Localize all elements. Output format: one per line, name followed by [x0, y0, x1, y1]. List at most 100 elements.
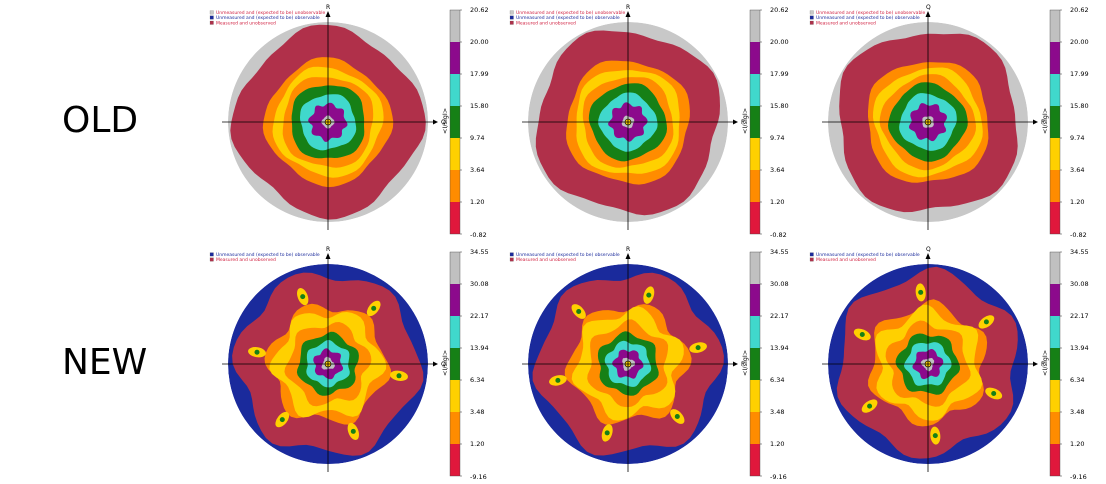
colorbar-tick-label: -0.82 [770, 231, 787, 239]
legend-swatch [209, 257, 214, 262]
colorbar-tick-label: -9.16 [770, 473, 787, 481]
horizontal-axis-arrow [733, 119, 738, 125]
outer-lobe-core [859, 332, 865, 337]
legend-entry: Unmeasured and (expected to be) unobserv… [216, 10, 326, 16]
legend-swatch [209, 20, 214, 25]
legend-swatch [209, 15, 214, 20]
colorbar-label: <I/sigI> [441, 350, 449, 376]
outer-lobe-core [918, 289, 924, 295]
colorbar-tick-label: 20.00 [1070, 38, 1089, 46]
outer-lobe-core [604, 430, 610, 436]
colorbar-segment [1050, 316, 1060, 348]
row-label-old: OLD [62, 100, 139, 141]
outer-lobe-core [396, 373, 402, 379]
colorbar-tick-label: 3.48 [470, 408, 484, 416]
axis-label-vertical: Q [926, 4, 931, 11]
colorbar-tick-label: 3.48 [770, 408, 784, 416]
colorbar-label: <I/sigI> [441, 108, 449, 134]
colorbar-tick-label: 22.17 [770, 312, 789, 320]
colorbar-segment [1050, 348, 1060, 380]
axis-label-vertical: R [626, 246, 630, 253]
vertical-axis-arrow [325, 253, 331, 259]
colorbar-segment [1050, 74, 1060, 106]
vertical-axis-arrow [625, 11, 631, 17]
outer-lobe-core [279, 417, 285, 423]
legend-swatch [209, 252, 214, 257]
axis-label-horizontal: P [1041, 119, 1045, 126]
colorbar-tick-label: 9.74 [470, 134, 484, 142]
colorbar-tick-label: 34.55 [770, 248, 789, 256]
colorbar-segment [1050, 202, 1060, 234]
colorbar-segment [750, 252, 760, 284]
outer-lobe-core [576, 309, 582, 314]
colorbar-tick-label: 17.99 [770, 70, 789, 78]
colorbar-tick-label: 30.08 [770, 280, 789, 288]
plot-svg-new-1: Q R Unmeasured and (expected to be) observ… [209, 246, 489, 481]
colorbar-label: <I/sigI> [741, 108, 749, 134]
colorbar-segment [450, 106, 460, 138]
colorbar-tick-label: 1.20 [470, 198, 484, 206]
colorbar-segment [450, 412, 460, 444]
colorbar-tick-label: 13.94 [1070, 344, 1089, 352]
plot-panel-old-2: P R Unmeasured and (expected to be) unobse… [502, 2, 802, 242]
colorbar-segment [450, 138, 460, 170]
colorbar-label: <I/sigI> [741, 350, 749, 376]
plot-panel-old-1: Q R Unmeasured and (expected to be) unobse… [202, 2, 502, 242]
legend-entry: Unmeasured and (expected to be) unobserv… [516, 10, 626, 16]
axis-label-vertical: R [626, 4, 630, 11]
legend-entry: Measured and unobserved [516, 257, 576, 263]
legend-swatch [809, 10, 814, 15]
vertical-axis-arrow [625, 253, 631, 259]
row-label-new: NEW [62, 342, 148, 383]
axis-label-horizontal: Q [441, 119, 446, 126]
legend-swatch [809, 15, 814, 20]
colorbar-frame [449, 9, 461, 235]
colorbar-segment [450, 42, 460, 74]
colorbar-tick-label: 30.08 [1070, 280, 1089, 288]
colorbar-tick-label: 30.08 [470, 280, 489, 288]
colorbar-segment [750, 284, 760, 316]
horizontal-axis-arrow [433, 119, 438, 125]
axis-label-vertical: Q [926, 246, 931, 253]
colorbar-segment [450, 444, 460, 476]
outer-lobe-core [932, 433, 938, 439]
horizontal-axis-arrow [733, 361, 738, 367]
colorbar-tick-label: 9.74 [770, 134, 784, 142]
outer-lobe-core [867, 403, 873, 409]
colorbar-segment [1050, 42, 1060, 74]
colorbar-tick-label: 6.34 [1070, 376, 1084, 384]
axis-label-vertical: R [326, 4, 330, 11]
horizontal-axis-arrow [1033, 119, 1038, 125]
outer-lobe-core [646, 292, 652, 298]
colorbar-tick-label: 13.94 [470, 344, 489, 352]
outer-lobe-core [254, 349, 260, 355]
outer-lobe-core [674, 414, 680, 419]
colorbar-tick-label: 6.34 [470, 376, 484, 384]
colorbar-label: <I/sigI> [1041, 108, 1049, 134]
colorbar-segment [750, 42, 760, 74]
colorbar-tick-label: 17.99 [470, 70, 489, 78]
colorbar-segment [450, 74, 460, 106]
axis-label-horizontal: Q [441, 361, 446, 368]
plot-panel-new-1: Q R Unmeasured and (expected to be) observ… [202, 244, 502, 484]
colorbar-tick-label: 13.94 [770, 344, 789, 352]
legend-swatch [509, 10, 514, 15]
legend-entry: Measured and unobserved [816, 20, 876, 26]
colorbar-tick-label: 9.74 [1070, 134, 1084, 142]
legend-swatch [809, 252, 814, 257]
colorbar-segment [750, 412, 760, 444]
colorbar-segment [750, 74, 760, 106]
colorbar-tick-label: 22.17 [470, 312, 489, 320]
outer-lobe-core [371, 305, 377, 311]
colorbar-segment [450, 380, 460, 412]
colorbar-tick-label: 3.64 [1070, 166, 1084, 174]
colorbar-tick-label: 3.64 [470, 166, 484, 174]
outer-lobe-core [695, 345, 701, 351]
colorbar-tick-label: 1.20 [1070, 198, 1084, 206]
legend-entry: Unmeasured and (expected to be) unobserv… [816, 10, 926, 16]
vertical-axis-arrow [925, 11, 931, 17]
colorbar-tick-label: 1.20 [770, 198, 784, 206]
legend-swatch [209, 10, 214, 15]
horizontal-axis-arrow [1033, 361, 1038, 367]
